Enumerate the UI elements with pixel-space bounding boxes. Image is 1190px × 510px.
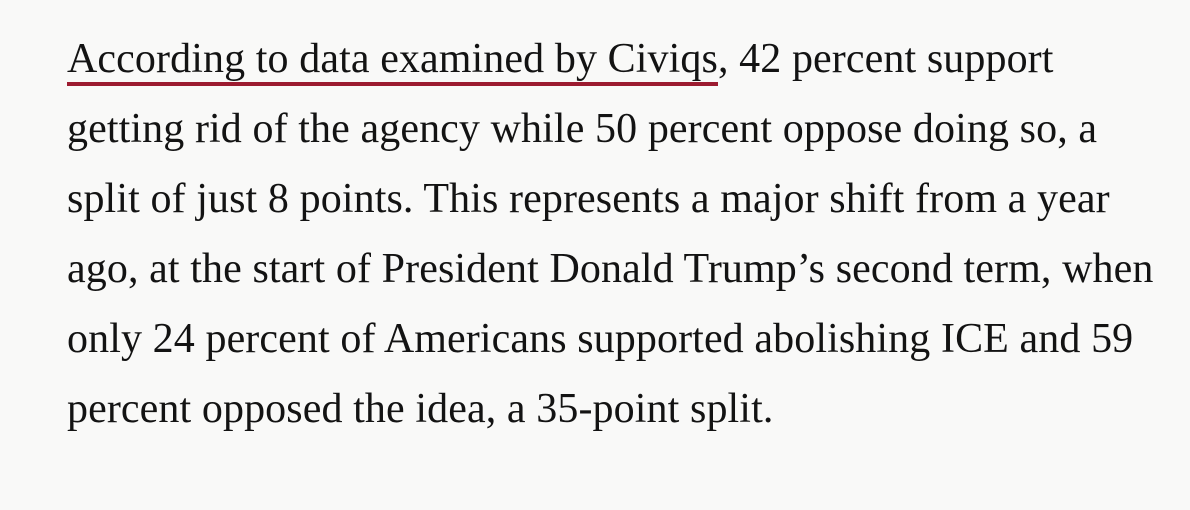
article-body: According to data examined by Civiqs, 42… xyxy=(67,24,1171,444)
paragraph-text: , 42 percent support getting rid of the … xyxy=(67,36,1154,432)
article-paragraph: According to data examined by Civiqs, 42… xyxy=(67,24,1171,444)
civiqs-data-link[interactable]: According to data examined by Civiqs xyxy=(67,36,718,86)
